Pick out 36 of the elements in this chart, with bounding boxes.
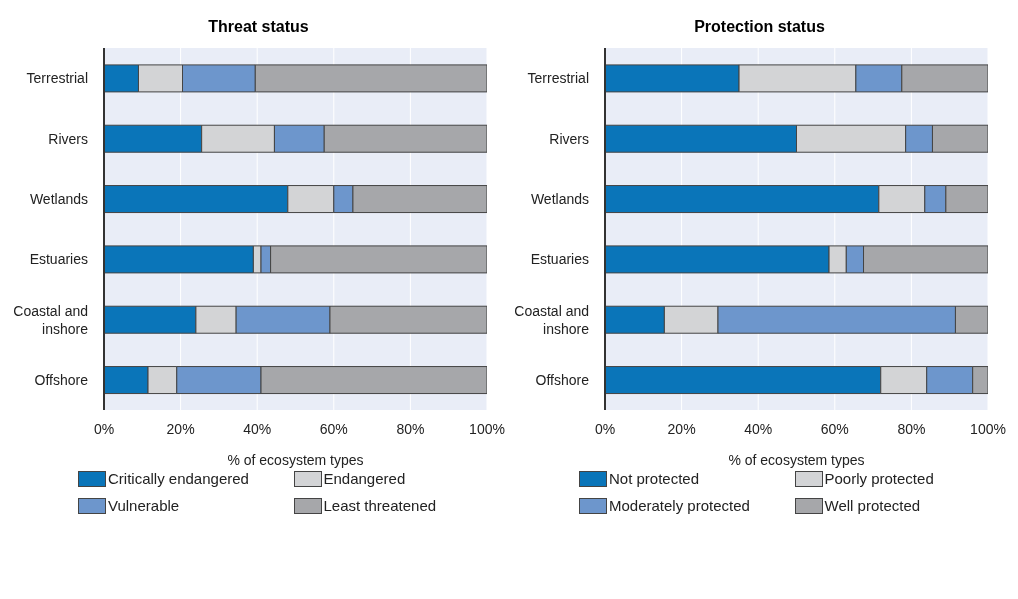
x-tick-label: 40% [243, 420, 272, 437]
x-tick-label: 40% [744, 420, 773, 437]
x-tick-label: 20% [667, 420, 696, 437]
x-tick-label: 80% [897, 420, 926, 437]
y-tick-label: Rivers [549, 130, 589, 147]
y-tick-label: Terrestrial [527, 70, 589, 87]
legend-label: Moderately protected [609, 497, 750, 514]
x-tick-label: 100% [970, 420, 1006, 437]
y-tick-label: Coastal and inshore [13, 302, 89, 337]
x-tick-label: 100% [469, 420, 505, 437]
y-tick-label: Estuaries [530, 251, 589, 268]
legend-label: Least threatened [323, 497, 437, 514]
legend-label: Not protected [609, 470, 700, 487]
x-axis-title: % of ecosystem types [728, 452, 865, 468]
chart-title: Protection status [693, 18, 826, 37]
legend-label: Poorly protected [824, 470, 934, 487]
y-tick-label: Offshore [34, 371, 89, 388]
x-axis-title: % of ecosystem types [227, 452, 364, 468]
y-tick-label: Offshore [535, 371, 590, 388]
y-tick-label: Wetlands [530, 190, 589, 207]
x-tick-label: 0% [594, 420, 616, 437]
y-tick-label: Estuaries [29, 251, 88, 268]
legend-label: Critically endangered [108, 470, 249, 487]
chart-title: Threat status [207, 18, 310, 37]
legend-label: Well protected [824, 497, 921, 514]
legend-label: Endangered [323, 470, 406, 487]
x-tick-label: 0% [93, 420, 115, 437]
y-tick-label: Rivers [48, 130, 88, 147]
x-tick-label: 80% [396, 420, 425, 437]
y-tick-label: Coastal and inshore [514, 302, 590, 337]
x-tick-label: 60% [319, 420, 348, 437]
legend-label: Vulnerable [108, 497, 180, 514]
y-tick-label: Terrestrial [26, 70, 88, 87]
y-tick-label: Wetlands [29, 190, 88, 207]
x-tick-label: 20% [166, 420, 195, 437]
x-tick-label: 60% [820, 420, 849, 437]
